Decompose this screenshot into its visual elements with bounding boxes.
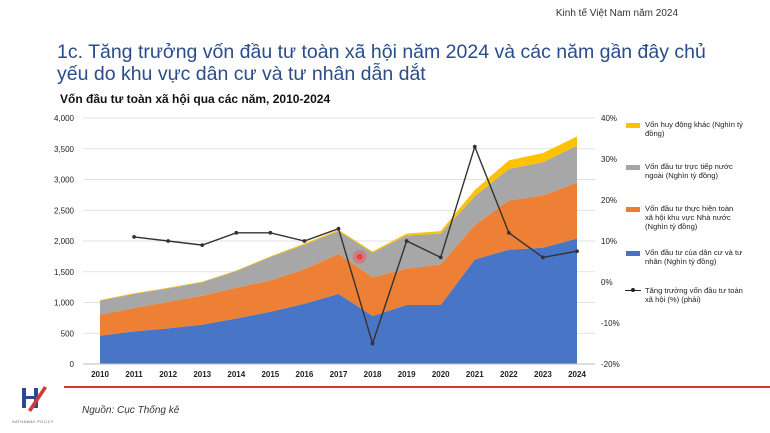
- y-right-tick-label: 10%: [601, 237, 617, 246]
- footer-divider: [64, 386, 770, 388]
- x-tick-label: 2020: [432, 370, 450, 379]
- y-left-tick-label: 0: [70, 360, 75, 369]
- x-tick-label: 2024: [568, 370, 586, 379]
- presentation-header-label: Kinh tế Việt Nam năm 2024: [555, 8, 678, 19]
- x-tick-label: 2015: [261, 370, 279, 379]
- x-tick-label: 2010: [91, 370, 109, 379]
- y-left-tick-label: 2,500: [54, 206, 75, 215]
- legend-swatch: [626, 207, 640, 212]
- legend-swatch: [626, 251, 640, 256]
- y-left-tick-label: 1,500: [54, 268, 75, 277]
- growth-point: [166, 239, 171, 243]
- growth-point: [268, 230, 273, 235]
- growth-point: [336, 226, 341, 231]
- x-tick-label: 2012: [159, 370, 177, 379]
- legend-label: Vốn đầu tư thực hiện toàn xã hội khu vực…: [645, 204, 734, 231]
- x-tick-label: 2022: [500, 370, 518, 379]
- y-left-tick-label: 500: [61, 329, 75, 338]
- y-right-tick-label: -10%: [601, 319, 620, 328]
- legend-swatch: [626, 123, 640, 128]
- x-tick-label: 2017: [330, 370, 348, 379]
- chart-title: Vốn đầu tư toàn xã hội qua các năm, 2010…: [60, 92, 331, 106]
- hathaway-logo-icon: [22, 386, 47, 412]
- growth-point: [541, 255, 545, 260]
- growth-point: [404, 239, 409, 243]
- x-tick-label: 2019: [398, 370, 416, 379]
- y-left-tick-label: 4,000: [54, 114, 75, 123]
- growth-point: [132, 235, 136, 239]
- x-tick-label: 2021: [466, 370, 484, 379]
- growth-point: [575, 249, 579, 254]
- legend-label: Vốn đầu tư trực tiếp nước ngoài (Nghìn t…: [645, 162, 733, 180]
- x-axis: 2010 2011 2012 2013 2014 2015 2016 2017 2018 2019…: [83, 363, 595, 379]
- growth-point: [234, 230, 239, 235]
- y-left-tick-label: 3,500: [54, 145, 75, 154]
- y-axis-right: -20% -10% 0% 10% 20% 30% 40%: [601, 114, 620, 369]
- growth-point: [370, 341, 375, 346]
- y-left-tick-label: 2,000: [54, 237, 75, 246]
- logo-wordmark: HATHAWAY POLICY: [12, 420, 54, 424]
- legend-dot-swatch: [631, 288, 635, 292]
- area-series-2: [100, 145, 577, 315]
- slide-title: 1c. Tăng trưởng vốn đầu tư toàn xã hội n…: [57, 41, 706, 85]
- y-axis-left: 0 500 1,000 1,500 2,000 2,500 3,000 3,500 4,000: [54, 114, 75, 369]
- x-tick-label: 2016: [296, 370, 314, 379]
- growth-point: [302, 239, 307, 243]
- legend-label: Vốn đầu tư của dân cư và tư nhân (Nghìn …: [645, 248, 743, 266]
- legend-label: Vốn huy động khác (Nghìn tỷ đồng): [645, 120, 743, 138]
- y-left-tick-label: 1,000: [54, 299, 75, 308]
- y-right-tick-label: 40%: [601, 114, 617, 123]
- legend-swatch: [626, 165, 640, 170]
- x-tick-label: 2023: [534, 370, 552, 379]
- y-right-tick-label: 20%: [601, 196, 617, 205]
- x-tick-label: 2011: [125, 370, 143, 379]
- x-tick-label: 2014: [227, 370, 245, 379]
- growth-point: [200, 243, 205, 248]
- chart-annotation: [352, 249, 367, 264]
- growth-point: [472, 144, 477, 149]
- annotation-dot: [356, 253, 363, 260]
- y-left-tick-label: 3,000: [54, 176, 75, 185]
- x-tick-label: 2013: [193, 370, 211, 379]
- chart-areas: [100, 136, 577, 364]
- y-right-tick-label: -20%: [601, 360, 620, 369]
- growth-line-series: [132, 144, 579, 346]
- x-tick-label: 2018: [364, 370, 382, 379]
- y-right-tick-label: 0%: [601, 278, 613, 287]
- legend-label: Tăng trưởng vốn đầu tư toàn xã hội (%) (…: [645, 286, 743, 304]
- area-series-1: [100, 182, 577, 336]
- area-series-0: [100, 238, 577, 364]
- source-note: Nguồn: Cục Thống kê: [82, 405, 180, 416]
- growth-point: [506, 230, 511, 235]
- growth-line: [133, 144, 578, 346]
- growth-point: [438, 255, 443, 260]
- y-right-tick-label: 30%: [601, 155, 617, 164]
